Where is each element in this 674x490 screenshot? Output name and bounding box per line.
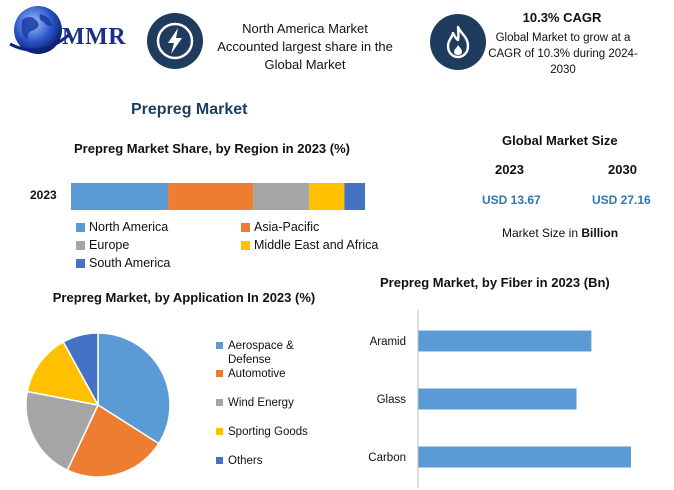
application-legend-item-others: Others: [216, 454, 263, 468]
region-stacked-bar-chart: [71, 183, 365, 210]
legend-label: Automotive: [228, 368, 286, 380]
market-size-value-2023: USD 13.67: [482, 193, 541, 207]
region-legend-item-north-america: North America: [76, 220, 168, 234]
logo-text: MMR: [62, 24, 127, 50]
fiber-category-label-aramid: Aramid: [370, 336, 406, 348]
market-size-year-2030: 2030: [608, 162, 637, 177]
region-legend-item-middle-east-and-africa: Middle East and Africa: [241, 238, 378, 252]
mmr-logo: [4, 4, 134, 60]
legend-label: Europe: [89, 238, 130, 252]
market-size-year-2023: 2023: [495, 162, 524, 177]
application-pie-chart: [25, 333, 171, 478]
legend-swatch: [216, 399, 223, 406]
region-legend-item-asia-pacific: Asia-Pacific: [241, 220, 319, 234]
pie-slice-wind-energy: [25, 390, 100, 472]
region-chart-title: Prepreg Market Share, by Region in 2023 …: [74, 141, 350, 156]
bolt-badge: [147, 13, 203, 69]
market-size-note-prefix: Market Size in: [502, 226, 582, 240]
application-legend-item-wind-energy: Wind Energy: [216, 396, 294, 410]
legend-label: Others: [228, 455, 263, 467]
fiber-bar-chart: Aramid Glass Carbon: [368, 310, 631, 488]
application-chart-title: Prepreg Market, by Application In 2023 (…: [52, 290, 316, 305]
region-bar-segment-europe: [253, 183, 310, 210]
legend-swatch: [76, 258, 85, 268]
region-legend-item-europe: Europe: [76, 238, 129, 252]
globe-logo: [9, 6, 71, 54]
legend-label: Middle East and Africa: [254, 238, 379, 252]
cagr-title: 10.3% CAGR: [522, 10, 602, 25]
application-legend-item-sporting-goods: Sporting Goods: [216, 425, 308, 439]
fiber-bar-carbon: [418, 446, 631, 468]
lightning-bolt-icon: [156, 22, 194, 60]
legend-label: Asia-Pacific: [254, 220, 320, 234]
page-title: Prepreg Market: [131, 101, 248, 118]
fiber-bar-aramid: [418, 330, 592, 352]
legend-swatch: [76, 222, 85, 232]
legend-swatch: [216, 342, 223, 349]
legend-swatch: [241, 240, 250, 250]
region-bar-segment-south-america: [344, 183, 365, 210]
region-bar-segment-middle-east-and-africa: [309, 183, 345, 210]
region-legend-item-south-america: South America: [76, 256, 170, 270]
region-bar-category-label: 2023: [30, 188, 57, 202]
legend-label: Wind Energy: [228, 397, 294, 409]
fiber-chart-title: Prepreg Market, by Fiber in 2023 (Bn): [380, 275, 610, 290]
legend-swatch: [216, 370, 223, 377]
legend-label: Sporting Goods: [228, 426, 308, 438]
market-size-note-unit: Billion: [581, 226, 619, 240]
market-size-value-2030: USD 27.16: [592, 193, 651, 207]
application-legend-item-aerospace-and-defense: Aerospace & Defense: [216, 339, 308, 367]
pie-slice-others: [62, 333, 99, 406]
legend-swatch: [216, 457, 223, 464]
cagr-text: Global Market to grow at a CAGR of 10.3%…: [488, 32, 638, 76]
region-bar-segment-north-america: [71, 183, 169, 210]
fiber-bar-glass: [418, 388, 577, 410]
legend-swatch: [241, 222, 250, 232]
market-size-note: Market Size in Billion: [502, 226, 618, 240]
legend-label: South America: [89, 256, 171, 270]
market-size-title: Global Market Size: [502, 133, 618, 148]
flame-badge: [430, 14, 486, 70]
na-highlight-text: North America Market Accounted largest s…: [217, 21, 393, 72]
legend-swatch: [76, 240, 85, 250]
fiber-category-label-glass: Glass: [377, 394, 407, 406]
application-legend-item-automotive: Automotive: [216, 367, 286, 381]
flame-icon: [446, 25, 470, 59]
pie-slice-sporting-goods: [26, 340, 100, 407]
legend-swatch: [216, 428, 223, 435]
region-bar-segment-asia-pacific: [168, 183, 254, 210]
legend-label: North America: [89, 220, 169, 234]
legend-label: Aerospace & Defense: [228, 340, 294, 366]
fiber-category-label-carbon: Carbon: [368, 452, 406, 464]
